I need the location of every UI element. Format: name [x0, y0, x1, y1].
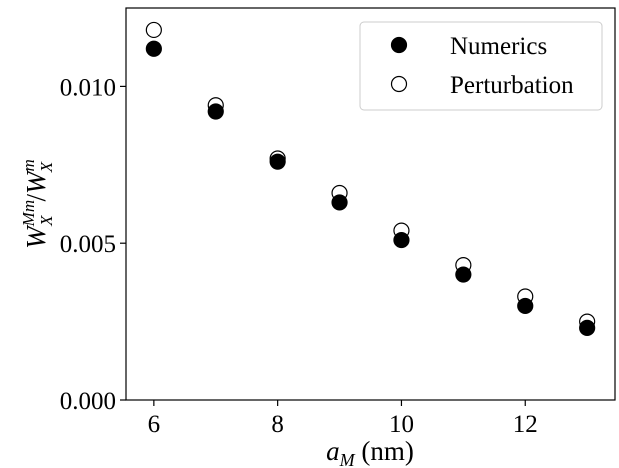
y-tick-label: 0.010	[60, 74, 116, 101]
x-axis-label: aM (nm)	[326, 436, 414, 468]
y-label-den-sub: X	[37, 161, 56, 173]
y-label-slash: /	[21, 193, 51, 201]
x-axis-label-symbol: a	[326, 436, 340, 466]
x-tick-label: 6	[148, 411, 161, 438]
legend-box	[359, 21, 603, 111]
data-point-numerics	[269, 153, 286, 170]
data-point-numerics	[455, 266, 472, 283]
data-point-numerics	[517, 297, 534, 315]
x-tick-label: 10	[389, 411, 414, 438]
x-tick-label: 8	[271, 411, 284, 438]
legend-marker-numerics	[390, 36, 408, 54]
legend-label-perturbation: Perturbation	[450, 72, 574, 99]
legend-label-numerics: Numerics	[450, 33, 547, 60]
y-label-num-sub: X	[37, 215, 56, 227]
data-point-perturbation	[145, 21, 162, 39]
y-axis-label: WMmX/WmX	[19, 159, 56, 249]
data-point-numerics	[145, 40, 162, 57]
x-axis-label-space	[355, 436, 362, 466]
data-point-numerics	[207, 103, 224, 120]
data-point-numerics	[331, 194, 348, 211]
data-point-numerics	[579, 319, 596, 336]
data-point-numerics	[393, 231, 410, 249]
y-label-num-symbol: W	[21, 224, 51, 249]
data-series	[145, 21, 596, 336]
y-tick-label: 0.000	[60, 388, 116, 415]
svg-text:WMmX/WmX: WMmX/WmX	[19, 159, 56, 249]
x-axis-label-subscript: M	[339, 450, 356, 468]
series-numerics	[145, 40, 596, 336]
x-axis-ticks: 6 8 10 12	[148, 400, 538, 438]
x-tick-label: 12	[513, 411, 538, 438]
y-axis-ticks: 0.000 0.005 0.010	[60, 74, 126, 415]
y-label-den-sup: m	[19, 159, 38, 171]
legend-marker-perturbation	[390, 75, 408, 93]
y-label-den-symbol: W	[21, 169, 51, 194]
y-tick-label: 0.005	[60, 231, 116, 258]
x-axis-label-unit: (nm)	[361, 436, 413, 466]
legend: Numerics Perturbation	[359, 21, 603, 111]
y-label-num-sup: Mm	[19, 200, 38, 227]
